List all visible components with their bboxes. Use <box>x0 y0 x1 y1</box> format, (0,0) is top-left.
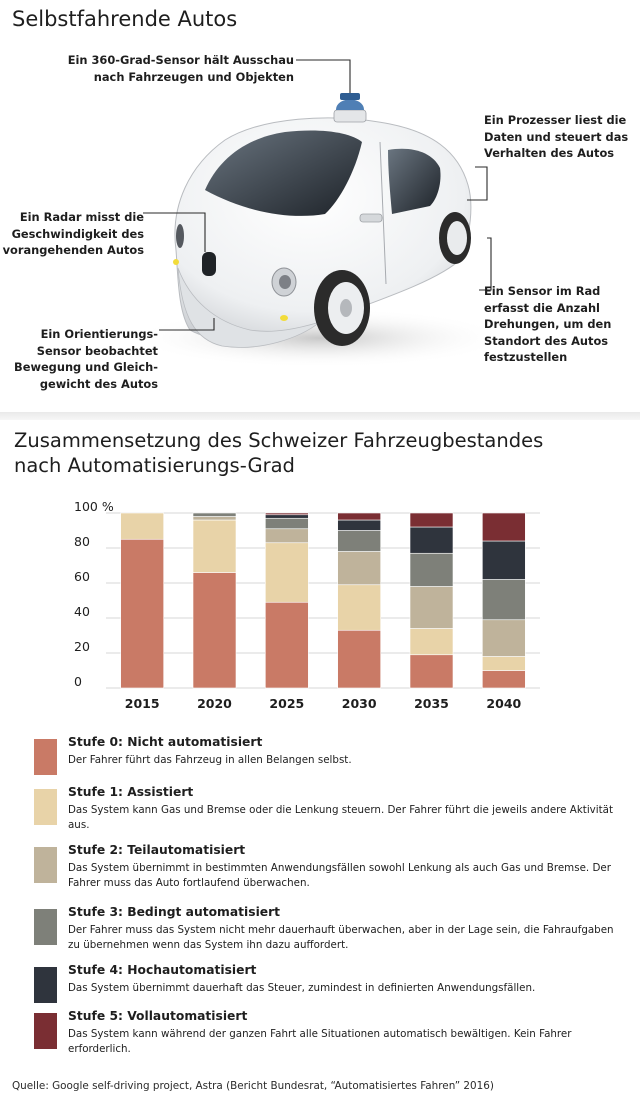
annotation-wheel-sensor: Ein Sensor im Rad erfasst die Anzahl Dre… <box>484 284 612 364</box>
stacked-bar-chart: 100 % 80 60 40 20 0 2015 2020 2025 2030 2035 2040 <box>74 499 540 711</box>
bar-segment <box>265 512 309 516</box>
x-tick-label: 2015 <box>125 696 160 711</box>
bar-segment <box>482 512 526 542</box>
source-note: Quelle: Google self-driving project, Ast… <box>12 1080 494 1092</box>
car-side-window <box>388 148 441 214</box>
roof-sensor-base <box>333 109 367 123</box>
bar-segment <box>482 579 526 621</box>
annotation-360-sensor: Ein 360-Grad-Sensor hält Ausschau nach F… <box>67 53 294 84</box>
x-tick-label: 2020 <box>197 696 232 711</box>
bar-segment <box>265 542 309 603</box>
legend-title: Stufe 5: Vollautomatisiert <box>68 1009 248 1023</box>
legend-title: Stufe 0: Nicht automatisiert <box>68 735 263 749</box>
bar-segment <box>192 519 237 573</box>
bar-segment <box>192 512 237 517</box>
car-radar <box>202 252 216 276</box>
x-tick-label: 2030 <box>342 696 377 711</box>
bar-segment <box>409 628 454 656</box>
y-tick-label: 100 % <box>74 499 114 514</box>
legend-description: Der Fahrer führt das Fahrzeug in allen B… <box>68 754 352 766</box>
annotation-radar: Ein Radar misst die Geschwindigkeit des … <box>2 210 144 257</box>
legend-description: Das System kann während der ganzen Fahrt… <box>68 1028 572 1055</box>
legend-swatch <box>34 739 57 775</box>
leader-radar <box>143 212 206 252</box>
legend-swatch <box>34 789 57 825</box>
bar-segment <box>337 530 381 552</box>
y-tick-label: 40 <box>74 604 90 619</box>
legend-title: Stufe 2: Teilautomatisiert <box>68 843 246 857</box>
legend-title: Stufe 3: Bedingt automatisiert <box>68 905 281 919</box>
car-illustration <box>130 59 510 368</box>
legend-title: Stufe 1: Assistiert <box>68 785 194 799</box>
legend-description: Das System kann Gas und Bremse oder die … <box>68 804 614 831</box>
bar-segment <box>192 516 237 521</box>
bar-segment <box>192 572 237 689</box>
bar-segment <box>409 654 454 689</box>
bar-segment <box>337 519 381 531</box>
legend-swatch <box>34 967 57 1003</box>
leader-360-sensor <box>296 59 351 93</box>
y-tick-label: 0 <box>74 674 82 689</box>
car-door-handle <box>359 213 383 223</box>
bar-segment <box>337 551 381 586</box>
x-tick-label: 2035 <box>414 696 449 711</box>
bar-segment <box>337 584 381 631</box>
bar-segment <box>265 517 309 530</box>
legend-swatch <box>34 1013 57 1049</box>
legend-swatch <box>34 909 57 945</box>
car-infographic: Selbstfahrende Autos <box>0 0 640 412</box>
bar-segment <box>265 514 309 519</box>
legend-description: Das System übernimmt dauerhaft das Steue… <box>68 982 536 994</box>
car-door-line <box>379 141 387 285</box>
chart-title: Zusammensetzung des Schweizer Fahrzeugbe… <box>14 429 544 477</box>
annotation-leaders <box>143 59 492 331</box>
bar-segment <box>265 601 309 689</box>
x-tick-label: 2040 <box>486 696 521 711</box>
bar-segment <box>409 526 454 554</box>
bar-segment <box>409 512 454 528</box>
legend-description: Der Fahrer muss das System nicht mehr da… <box>68 924 614 951</box>
bar-segment <box>120 512 164 540</box>
y-tick-label: 60 <box>74 569 90 584</box>
bar-segment <box>409 552 454 587</box>
leader-processor <box>467 166 488 201</box>
car-indicator <box>280 315 288 321</box>
bar-segment <box>482 540 526 580</box>
bar-segment <box>265 528 309 544</box>
annotation-orientation-sensor: Ein Orientierungs- Sensor beobachtet Bew… <box>14 327 158 391</box>
legend-title: Stufe 4: Hochautomatisiert <box>68 963 257 977</box>
x-tick-label: 2025 <box>269 696 304 711</box>
bar-segment <box>337 629 381 689</box>
page-title: Selbstfahrende Autos <box>12 7 238 31</box>
y-tick-label: 80 <box>74 534 90 549</box>
leader-wheel-sensor <box>479 237 492 291</box>
legend-description: Das System übernimmt in bestimmten Anwen… <box>68 862 611 889</box>
bar-segment <box>482 619 526 657</box>
section-divider <box>0 412 640 420</box>
roof-sensor-dome <box>336 99 364 110</box>
car-windshield <box>205 130 362 216</box>
bar-segment <box>120 538 164 689</box>
legend-swatch <box>34 847 57 883</box>
bar-segment <box>482 656 526 671</box>
annotation-processor: Ein Prozesser liest die Daten und steuer… <box>484 113 629 160</box>
bar-segment <box>482 670 526 689</box>
y-tick-label: 20 <box>74 639 90 654</box>
car-nose-sensor <box>176 224 184 248</box>
bar-segment <box>337 512 381 521</box>
bar-segment <box>409 586 454 629</box>
leader-orientation <box>159 318 215 331</box>
